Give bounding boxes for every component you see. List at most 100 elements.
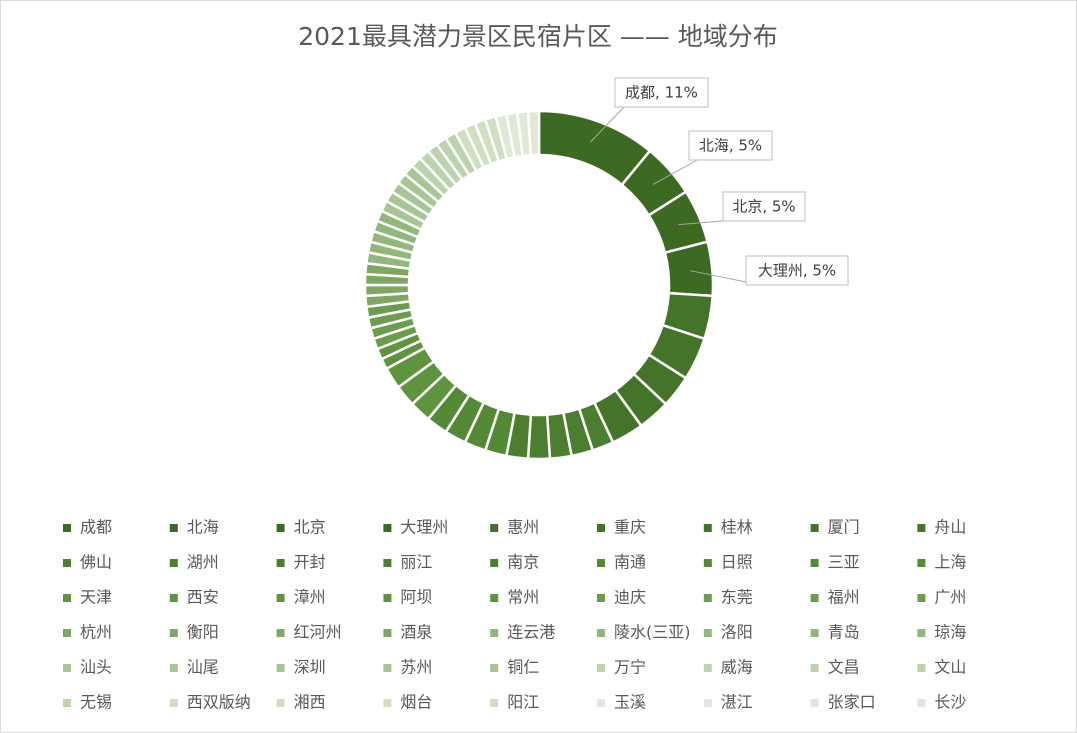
callout-leader [652, 158, 700, 185]
legend-swatch [703, 524, 712, 532]
legend-swatch [490, 664, 499, 672]
legend-swatch [810, 559, 819, 567]
legend-swatch [383, 664, 392, 672]
legend-swatch [276, 594, 285, 602]
legend-label: 南通 [614, 553, 646, 572]
legend-label: 苏州 [400, 658, 432, 677]
legend-swatch [63, 629, 71, 637]
legend-swatch [490, 524, 499, 532]
legend-label: 北京 [294, 518, 326, 537]
legend-swatch [597, 524, 605, 532]
data-label: 大理州, 5% [758, 262, 836, 280]
legend-swatch [703, 664, 712, 672]
legend-swatch [169, 524, 178, 532]
legend-swatch [490, 699, 499, 707]
legend-label: 深圳 [294, 658, 326, 677]
legend-label: 开封 [294, 553, 326, 572]
legend-swatch [917, 594, 926, 602]
callout-leader [590, 105, 626, 143]
legend-swatch [169, 559, 178, 567]
legend-label: 日照 [721, 553, 753, 572]
legend-swatch [703, 594, 712, 602]
legend-label: 湖州 [187, 553, 219, 572]
legend-swatch [597, 559, 605, 567]
legend-label: 广州 [934, 588, 966, 607]
legend-label: 烟台 [400, 693, 432, 712]
legend-swatch [169, 664, 178, 672]
legend-swatch [917, 699, 926, 707]
legend-label: 琼海 [934, 623, 966, 642]
data-label: 成都, 11% [625, 84, 698, 102]
legend-label: 洛阳 [721, 623, 753, 642]
legend-label: 阿坝 [400, 588, 432, 607]
legend-swatch [810, 629, 819, 637]
legend-label: 舟山 [934, 518, 966, 537]
legend-label: 铜仁 [507, 658, 539, 677]
legend-swatch [169, 699, 178, 707]
legend-label: 常州 [507, 588, 539, 607]
legend-label: 湘西 [294, 693, 326, 712]
legend-label: 大理州 [400, 518, 448, 537]
legend-swatch [810, 699, 819, 707]
legend-label: 三亚 [828, 553, 860, 572]
legend-label: 长沙 [934, 693, 966, 712]
legend-label: 万宁 [614, 658, 646, 677]
legend-swatch [63, 699, 71, 707]
callout-leader [690, 270, 757, 285]
legend-swatch [490, 594, 499, 602]
legend-swatch [490, 629, 499, 637]
legend-swatch [917, 559, 926, 567]
legend-swatch [276, 699, 285, 707]
legend-swatch [276, 629, 285, 637]
legend-swatch [810, 594, 819, 602]
legend-label: 青岛 [828, 623, 860, 642]
legend-swatch [383, 559, 392, 567]
legend-label: 汕尾 [187, 658, 219, 677]
legend-label: 连云港 [507, 623, 555, 642]
legend-label: 杭州 [80, 623, 112, 642]
legend-swatch [169, 629, 178, 637]
legend-label: 重庆 [614, 518, 646, 537]
callout-box [745, 255, 849, 286]
legend-label: 湛江 [721, 693, 753, 712]
callout-box [614, 77, 709, 108]
donut-segment [526, 109, 541, 157]
legend-swatch [597, 629, 605, 637]
legend-swatch [703, 559, 712, 567]
legend-label: 上海 [934, 553, 966, 572]
legend-label: 迪庆 [614, 588, 646, 607]
legend-label: 北海 [187, 518, 219, 537]
legend-label: 桂林 [721, 518, 753, 537]
legend-swatch [276, 664, 285, 672]
legend-swatch [597, 664, 605, 672]
legend-label: 东莞 [721, 588, 753, 607]
legend-label: 文山 [934, 658, 966, 677]
legend-label: 红河州 [294, 623, 342, 642]
legend-swatch [63, 594, 71, 602]
legend-swatch [63, 524, 71, 532]
legend-swatch [597, 699, 605, 707]
legend-label: 福州 [828, 588, 860, 607]
legend-label: 佛山 [80, 553, 112, 572]
callout-box [688, 130, 773, 161]
legend-label: 威海 [721, 658, 753, 677]
legend-label: 南京 [507, 553, 539, 572]
data-label: 北京, 5% [732, 198, 795, 216]
legend-label: 张家口 [828, 693, 876, 712]
legend-label: 无锡 [80, 693, 112, 712]
legend-swatch [63, 664, 71, 672]
legend-swatch [383, 699, 392, 707]
donut-segment [663, 240, 715, 298]
legend-label: 衡阳 [187, 623, 219, 642]
legend-swatch [810, 664, 819, 672]
legend-swatch [703, 629, 712, 637]
legend-swatch [169, 594, 178, 602]
legend-label: 西双版纳 [187, 693, 251, 712]
legend-swatch [917, 629, 926, 637]
legend-label: 天津 [80, 588, 112, 607]
data-label: 北海, 5% [699, 137, 762, 155]
legend-swatch [917, 664, 926, 672]
legend-label: 漳州 [294, 588, 326, 607]
callout-box [722, 191, 806, 222]
